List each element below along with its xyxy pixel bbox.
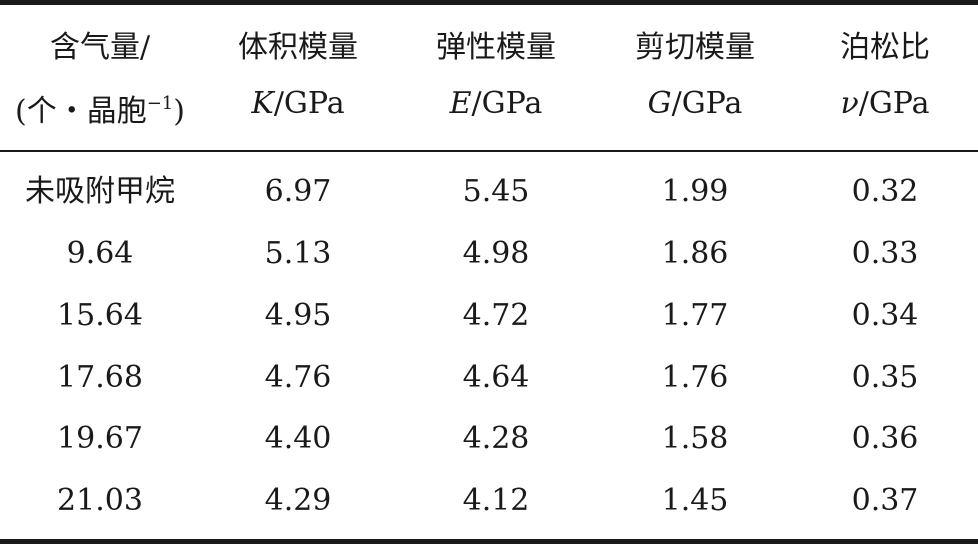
header-poisson-ratio: 泊松比 [840, 30, 930, 65]
header-bulk-modulus: 体积模量 [238, 30, 358, 65]
table-cell: 6.97 [264, 174, 332, 209]
table-cell: 19.67 [57, 421, 143, 456]
table-cell: 4.64 [462, 360, 530, 395]
table-cell: 17.68 [57, 360, 143, 395]
unit-gpa: /GPa [273, 86, 345, 121]
table-cell: 4.40 [264, 421, 332, 456]
table-header-rule [0, 150, 978, 152]
table-cell: 4.72 [462, 298, 530, 333]
symbol-g: G [647, 86, 672, 121]
unit-gpa: /GPa [671, 86, 743, 121]
table-cell: 4.95 [264, 298, 332, 333]
table-cell: 5.45 [462, 174, 530, 209]
unit-gpa: /GPa [471, 86, 543, 121]
table-cell: 9.64 [66, 236, 134, 271]
table-cell: 4.98 [462, 236, 530, 271]
header-bulk-modulus-unit: K/GPa [251, 84, 344, 124]
unit-suffix: ) [173, 94, 185, 129]
header-shear-modulus: 剪切模量 [635, 30, 755, 65]
table-cell: 5.13 [264, 236, 332, 271]
table-cell: 4.76 [264, 360, 332, 395]
table-bottom-rule [0, 539, 978, 544]
symbol-nu: ν [840, 86, 859, 121]
table-top-rule [0, 0, 978, 5]
table-cell: 4.28 [462, 421, 530, 456]
unit-gpa: /GPa [858, 86, 930, 121]
header-elastic-modulus-unit: E/GPa [450, 84, 543, 124]
table-cell: 4.12 [462, 483, 530, 518]
unit-prefix: (个・晶胞 [15, 94, 147, 129]
symbol-e: E [449, 86, 472, 121]
table-cell: 0.34 [851, 298, 919, 333]
table-cell: 1.45 [661, 483, 729, 518]
table-cell: 1.76 [661, 360, 729, 395]
header-gas-content: 含气量/ [49, 30, 151, 65]
table-cell: 0.37 [851, 483, 919, 518]
table-cell: 1.99 [661, 174, 729, 209]
header-gas-content-unit: (个・晶胞−1) [15, 84, 185, 129]
table-cell: 1.58 [661, 421, 729, 456]
header-elastic-modulus: 弹性模量 [436, 30, 556, 65]
table-cell: 0.33 [851, 236, 919, 271]
table-cell: 1.86 [661, 236, 729, 271]
table-cell: 未吸附甲烷 [25, 174, 175, 209]
table-cell: 21.03 [57, 483, 143, 518]
unit-superscript: −1 [146, 93, 174, 114]
table-cell: 1.77 [661, 298, 729, 333]
symbol-k: K [251, 86, 274, 121]
table-cell: 15.64 [57, 298, 143, 333]
header-poisson-ratio-unit: ν/GPa [840, 84, 929, 124]
header-shear-modulus-unit: G/GPa [648, 84, 743, 124]
table-cell: 4.29 [264, 483, 332, 518]
table-cell: 0.36 [851, 421, 919, 456]
table-cell: 0.35 [851, 360, 919, 395]
table-cell: 0.32 [851, 174, 919, 209]
